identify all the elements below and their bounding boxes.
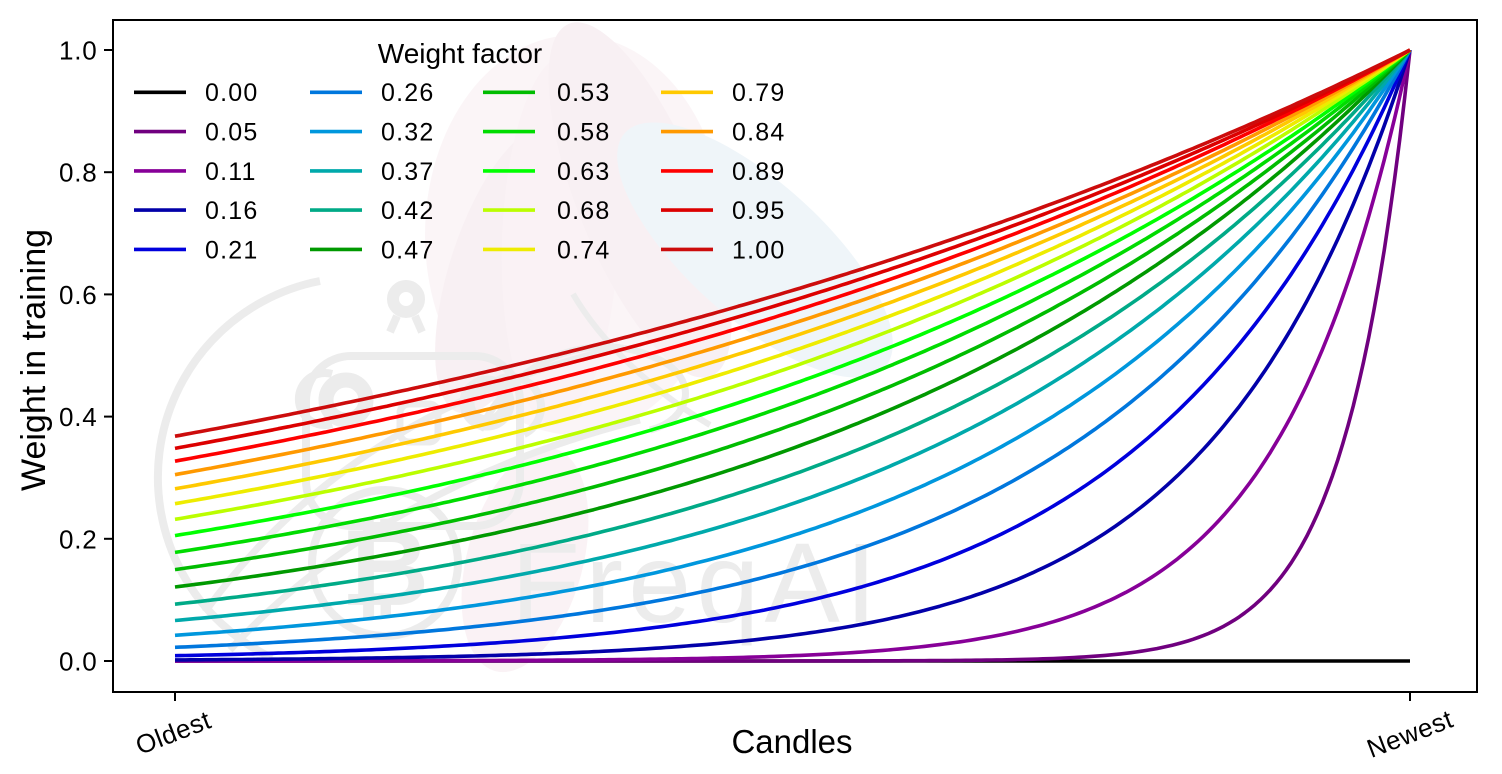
svg-text:0.00: 0.00 — [205, 79, 258, 107]
svg-text:0.4: 0.4 — [59, 402, 98, 432]
svg-text:0.42: 0.42 — [381, 197, 434, 225]
svg-text:Weight in training: Weight in training — [15, 229, 53, 491]
svg-text:0.79: 0.79 — [732, 79, 785, 107]
svg-text:Weight factor: Weight factor — [378, 38, 542, 69]
svg-text:1.00: 1.00 — [732, 236, 785, 264]
svg-text:0.84: 0.84 — [732, 119, 785, 147]
svg-text:0.11: 0.11 — [205, 158, 257, 186]
svg-text:0.6: 0.6 — [59, 280, 98, 310]
svg-text:0.21: 0.21 — [205, 236, 258, 264]
svg-text:0.63: 0.63 — [557, 158, 610, 186]
svg-text:₿: ₿ — [341, 507, 429, 628]
svg-text:0.47: 0.47 — [381, 236, 434, 264]
svg-text:0.0: 0.0 — [59, 647, 98, 677]
svg-text:0.95: 0.95 — [732, 197, 785, 225]
svg-text:0.74: 0.74 — [557, 236, 610, 264]
svg-text:0.58: 0.58 — [557, 119, 610, 147]
svg-text:0.37: 0.37 — [381, 158, 434, 186]
svg-text:0.53: 0.53 — [557, 79, 610, 107]
svg-text:0.26: 0.26 — [381, 79, 434, 107]
svg-text:0.05: 0.05 — [205, 119, 258, 147]
svg-text:0.68: 0.68 — [557, 197, 610, 225]
svg-text:1.0: 1.0 — [59, 36, 98, 66]
svg-text:FreqAI: FreqAI — [511, 520, 882, 646]
svg-text:0.89: 0.89 — [732, 158, 785, 186]
svg-text:Candles: Candles — [731, 723, 852, 760]
svg-text:0.8: 0.8 — [59, 158, 98, 188]
svg-text:0.2: 0.2 — [59, 524, 98, 554]
svg-text:0.16: 0.16 — [205, 197, 258, 225]
svg-text:0.32: 0.32 — [381, 119, 434, 147]
